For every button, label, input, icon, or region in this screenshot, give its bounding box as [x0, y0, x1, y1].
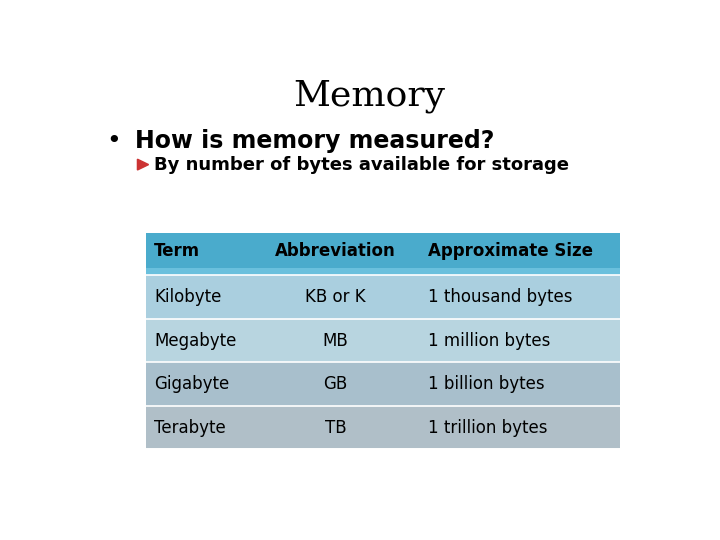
Text: Gigabyte: Gigabyte [154, 375, 230, 393]
Text: 1 thousand bytes: 1 thousand bytes [428, 288, 572, 306]
Text: GB: GB [323, 375, 348, 393]
Text: KB or K: KB or K [305, 288, 366, 306]
Text: 1 million bytes: 1 million bytes [428, 332, 550, 349]
Text: 1 billion bytes: 1 billion bytes [428, 375, 544, 393]
Text: Approximate Size: Approximate Size [428, 242, 593, 260]
Text: Megabyte: Megabyte [154, 332, 237, 349]
Text: 1 trillion bytes: 1 trillion bytes [428, 418, 547, 437]
Text: TB: TB [325, 418, 346, 437]
Text: Term: Term [154, 242, 200, 260]
Text: Abbreviation: Abbreviation [275, 242, 396, 260]
Text: By number of bytes available for storage: By number of bytes available for storage [154, 156, 570, 173]
Text: •: • [107, 129, 122, 153]
Text: MB: MB [323, 332, 348, 349]
FancyBboxPatch shape [145, 319, 620, 362]
Text: How is memory measured?: How is memory measured? [135, 129, 494, 153]
Polygon shape [138, 159, 148, 170]
Text: Kilobyte: Kilobyte [154, 288, 222, 306]
FancyBboxPatch shape [145, 362, 620, 406]
FancyBboxPatch shape [145, 268, 620, 275]
FancyBboxPatch shape [145, 406, 620, 449]
FancyBboxPatch shape [145, 275, 620, 319]
Text: Memory: Memory [293, 79, 445, 113]
Text: Terabyte: Terabyte [154, 418, 226, 437]
FancyBboxPatch shape [145, 233, 620, 275]
